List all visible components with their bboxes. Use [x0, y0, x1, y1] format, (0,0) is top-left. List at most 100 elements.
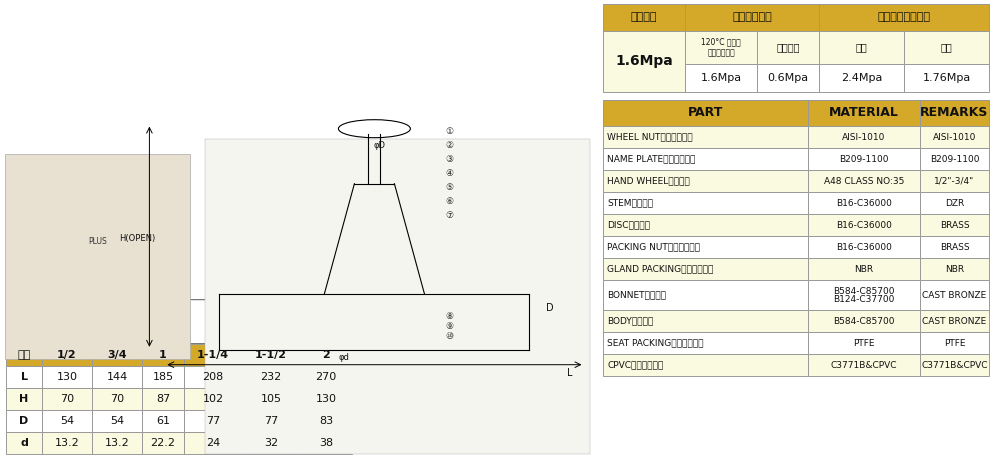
Text: 54: 54	[60, 416, 74, 426]
Bar	[904, 64, 989, 92]
Text: 1/2"-3/4": 1/2"-3/4"	[935, 177, 975, 185]
Text: MATERIAL: MATERIAL	[829, 106, 898, 119]
Text: 1.6Mpa: 1.6Mpa	[615, 55, 673, 68]
Bar	[142, 388, 184, 410]
Bar	[920, 332, 989, 354]
Bar	[757, 31, 819, 64]
Text: NAME PLATE（手輪鋁板）: NAME PLATE（手輪鋁板）	[607, 155, 695, 163]
Bar	[10, 235, 55, 258]
Text: B124-C37700: B124-C37700	[833, 295, 894, 303]
Text: ⑧: ⑧	[445, 312, 453, 321]
Bar	[184, 388, 242, 410]
Text: B16-C36000: B16-C36000	[836, 198, 892, 207]
Bar	[920, 258, 989, 280]
Text: PTFE: PTFE	[853, 338, 874, 347]
Bar	[300, 366, 352, 388]
Bar	[920, 192, 989, 214]
Text: 54: 54	[110, 416, 124, 426]
Bar	[920, 280, 989, 310]
Text: φD: φD	[374, 141, 385, 150]
Text: SEAT PACKING（閥座墊片）: SEAT PACKING（閥座墊片）	[607, 338, 704, 347]
Text: 24: 24	[206, 438, 220, 448]
Text: L: L	[20, 372, 27, 382]
Bar	[685, 31, 757, 64]
Text: L: L	[567, 368, 572, 378]
Bar	[603, 192, 808, 214]
Bar	[808, 258, 920, 280]
Text: C3771B&CPVC: C3771B&CPVC	[831, 360, 897, 369]
Text: ③: ③	[445, 155, 453, 164]
Text: B209-1100: B209-1100	[930, 155, 979, 163]
Text: DISC（閥盤）: DISC（閥盤）	[607, 220, 650, 230]
Bar	[184, 410, 242, 432]
Bar	[242, 344, 300, 366]
Text: WHEEL NUT（手輪螺帽）: WHEEL NUT（手輪螺帽）	[607, 133, 692, 141]
Text: PACKING NUT（閥桿壓箱）: PACKING NUT（閥桿壓箱）	[607, 242, 700, 252]
Text: 閥體: 閥體	[855, 43, 867, 52]
Text: φd: φd	[339, 353, 350, 362]
Bar	[603, 148, 808, 170]
Bar	[603, 100, 808, 126]
Bar	[904, 31, 989, 64]
Text: NBR: NBR	[945, 264, 964, 274]
Text: 270: 270	[316, 372, 337, 382]
Text: B16-C36000: B16-C36000	[836, 220, 892, 230]
Bar	[5, 154, 190, 359]
Text: 61: 61	[156, 416, 170, 426]
Text: HAND WHEEL（手輪）: HAND WHEEL（手輪）	[607, 177, 689, 185]
Text: STEM（閥桿）: STEM（閥桿）	[607, 198, 653, 207]
Text: AISI-1010: AISI-1010	[933, 133, 976, 141]
Text: 32: 32	[264, 438, 278, 448]
Bar	[808, 354, 920, 376]
Bar	[808, 236, 920, 258]
Bar	[920, 214, 989, 236]
Text: 試驗壓力（水壓）: 試驗壓力（水壓）	[877, 12, 931, 22]
Bar	[42, 388, 92, 410]
Text: A48 CLASS NO:35: A48 CLASS NO:35	[824, 177, 904, 185]
Bar	[300, 344, 352, 366]
Bar	[603, 214, 808, 236]
Text: REMARKS: REMARKS	[921, 106, 989, 119]
Text: 120°C 以下之
水．油．瓦斯: 120°C 以下之 水．油．瓦斯	[701, 38, 741, 57]
Text: 232: 232	[260, 372, 281, 382]
Bar	[142, 432, 184, 454]
Bar	[142, 410, 184, 432]
Bar	[205, 139, 590, 454]
Bar	[603, 280, 808, 310]
Bar	[6, 344, 42, 366]
Bar	[603, 258, 808, 280]
Text: B209-1100: B209-1100	[839, 155, 888, 163]
Text: 1-1/2: 1-1/2	[255, 350, 287, 360]
Text: H: H	[19, 394, 28, 404]
Bar	[808, 214, 920, 236]
Text: 185: 185	[153, 372, 174, 382]
Text: 70: 70	[110, 394, 124, 404]
Bar	[808, 170, 920, 192]
Bar	[92, 410, 142, 432]
Text: ⑨: ⑨	[445, 322, 453, 331]
Text: 13.2: 13.2	[54, 438, 79, 448]
Text: PTFE: PTFE	[944, 338, 965, 347]
Bar	[819, 31, 904, 64]
Bar	[819, 4, 989, 31]
Bar	[6, 410, 42, 432]
Bar	[300, 432, 352, 454]
Text: 3/4: 3/4	[108, 350, 127, 360]
Bar	[603, 170, 808, 192]
Text: 130: 130	[316, 394, 337, 404]
Bar	[920, 354, 989, 376]
Bar	[6, 366, 42, 388]
Bar	[920, 170, 989, 192]
Text: 77: 77	[264, 416, 278, 426]
Bar	[142, 366, 184, 388]
Bar	[184, 344, 242, 366]
Bar	[603, 236, 808, 258]
Text: C3771B&CPVC: C3771B&CPVC	[922, 360, 988, 369]
Text: 1.6Mpa: 1.6Mpa	[700, 73, 742, 83]
Ellipse shape	[62, 219, 133, 274]
Bar	[808, 280, 920, 310]
Text: ①: ①	[445, 127, 453, 136]
Bar	[300, 410, 352, 432]
Text: 1-1/4: 1-1/4	[197, 350, 229, 360]
Text: PART: PART	[687, 106, 724, 119]
